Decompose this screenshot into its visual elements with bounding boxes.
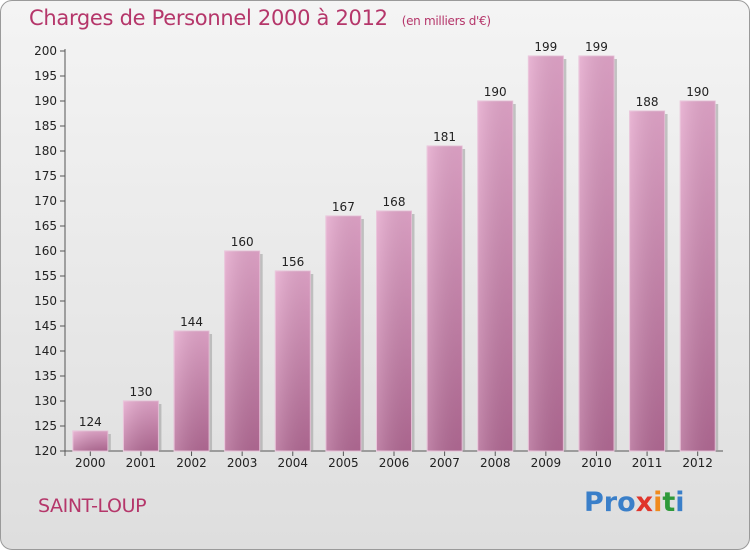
y-tick-label: 165 <box>34 219 57 233</box>
bar-2000 <box>72 430 111 452</box>
y-tick-label: 120 <box>34 444 57 458</box>
bar-highlight <box>477 101 513 451</box>
data-label: 130 <box>129 385 152 399</box>
data-label: 168 <box>383 195 406 209</box>
y-tick-label: 200 <box>34 44 57 58</box>
data-label: 167 <box>332 200 355 214</box>
chart-title-text: Charges de Personnel 2000 à 2012 <box>29 6 388 30</box>
commune-name: SAINT-LOUP <box>38 495 147 517</box>
data-label: 190 <box>484 85 507 99</box>
x-tick-label: 2008 <box>480 456 511 470</box>
bar-highlight <box>325 216 361 451</box>
bar-highlight <box>275 271 311 451</box>
chart-subtitle: (en milliers d'€) <box>401 14 491 28</box>
logo-part-t: t <box>662 487 676 518</box>
x-tick-label: 2002 <box>176 456 207 470</box>
logo-part-i2: i <box>675 487 685 518</box>
x-tick-label: 2007 <box>429 456 460 470</box>
y-tick-label: 150 <box>34 294 57 308</box>
x-tick-label: 2003 <box>227 456 258 470</box>
data-label: 144 <box>180 315 203 329</box>
y-tick-label: 180 <box>34 144 57 158</box>
bar-2008 <box>477 100 516 452</box>
data-label: 199 <box>534 40 557 54</box>
bar-2001 <box>122 400 162 452</box>
y-tick-label: 160 <box>34 244 57 258</box>
bar-highlight <box>629 111 665 451</box>
bar-highlight <box>174 331 210 451</box>
x-tick-label: 2009 <box>531 456 562 470</box>
chart-title: Charges de Personnel 2000 à 2012 (en mill… <box>29 6 491 30</box>
bar-2004 <box>274 270 314 452</box>
data-label: 199 <box>585 40 608 54</box>
data-label: 156 <box>281 255 304 269</box>
logo-part-x: x <box>635 487 654 518</box>
x-tick-label: 2006 <box>379 456 410 470</box>
bar-2010 <box>578 55 617 452</box>
x-tick-label: 2000 <box>75 456 106 470</box>
bar-2002 <box>173 330 213 452</box>
data-label: 190 <box>686 85 709 99</box>
y-tick-label: 155 <box>34 269 57 283</box>
bar-2003 <box>224 250 263 452</box>
bar-2006 <box>376 210 415 452</box>
x-tick-label: 2001 <box>126 456 157 470</box>
logo-part-pro: Pro <box>584 487 636 518</box>
x-tick-label: 2010 <box>581 456 612 470</box>
y-tick-label: 195 <box>34 69 57 83</box>
y-tick-label: 145 <box>34 319 57 333</box>
bar-2009 <box>527 55 567 452</box>
x-tick-label: 2012 <box>682 456 713 470</box>
x-tick-label: 2011 <box>632 456 663 470</box>
y-tick-label: 185 <box>34 119 57 133</box>
y-tick-label: 135 <box>34 369 57 383</box>
bar-2012 <box>679 100 719 452</box>
bar-highlight <box>224 251 260 451</box>
bar-highlight <box>680 101 716 451</box>
y-tick-label: 175 <box>34 169 57 183</box>
x-tick-label: 2005 <box>328 456 359 470</box>
bar-2011 <box>629 110 668 452</box>
bar-highlight <box>123 401 159 451</box>
y-tick-label: 190 <box>34 94 57 108</box>
y-tick-label: 140 <box>34 344 57 358</box>
bar-2007 <box>426 145 466 452</box>
data-label: 181 <box>433 130 456 144</box>
bar-highlight <box>528 56 564 451</box>
data-label: 124 <box>79 415 102 429</box>
proxiti-logo: Proxiti <box>584 487 685 518</box>
bar-highlight <box>427 146 463 451</box>
y-tick-label: 170 <box>34 194 57 208</box>
data-label: 160 <box>231 235 254 249</box>
bar-highlight <box>376 211 412 451</box>
y-tick-label: 125 <box>34 419 57 433</box>
logo-part-i1: i <box>653 487 663 518</box>
data-label: 188 <box>636 95 659 109</box>
x-tick-label: 2004 <box>277 456 308 470</box>
bar-highlight <box>72 431 108 451</box>
bar-2005 <box>325 215 364 452</box>
bar-highlight <box>578 56 614 451</box>
y-tick-label: 130 <box>34 394 57 408</box>
